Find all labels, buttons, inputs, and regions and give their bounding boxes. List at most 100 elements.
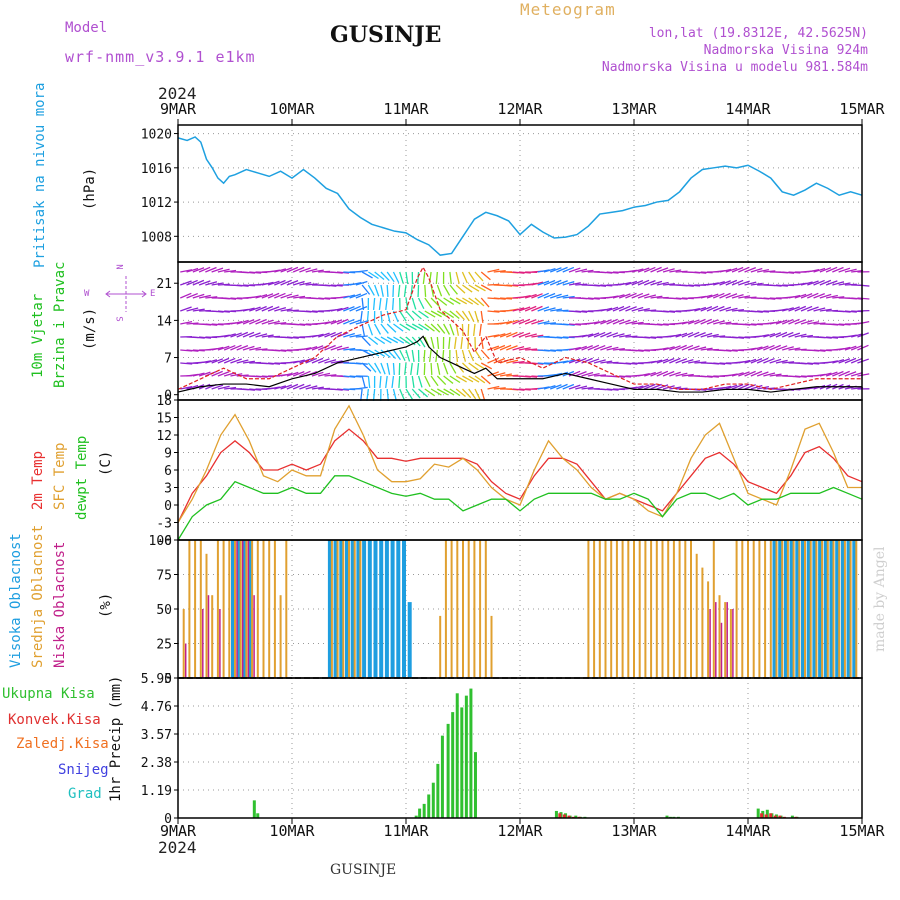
wind-barb [455,349,459,363]
wind-barb [618,319,631,325]
wind-barb [731,266,744,273]
wind-barb [417,336,426,348]
wind-barb [844,310,857,313]
wind-barb [631,385,644,390]
wind-barb [355,292,368,299]
wind-barb [543,385,556,390]
wind-barb [299,358,311,364]
cloud-mid-bar [610,540,613,678]
wind-barb [429,349,432,362]
wind-barb [788,318,800,325]
wind-barb [625,306,637,312]
x-tick-label-bottom: 11MAR [383,822,429,840]
wind-barb [286,336,299,339]
wind-barb [211,346,224,351]
cloud-high-bar [407,602,412,678]
wind-barb [372,388,376,402]
cloud-mid-bar [786,540,789,678]
wind-barb [468,362,479,371]
wind-barb [631,306,644,312]
wind-barb [581,269,594,273]
wind-barb [474,297,485,307]
wind-barb [417,375,423,388]
wind-barb [719,321,732,325]
wind-barb [480,297,490,308]
wind-barb [480,349,490,360]
wind-barb [386,284,389,298]
wind-barb [675,358,688,364]
wind-barb [606,306,619,312]
wind-barb [430,362,433,376]
wind-barb [719,362,732,365]
wind-barb [800,319,813,325]
wind-barb [324,359,337,364]
wind-barb [217,345,230,351]
wind-barb [681,358,694,364]
x-tick-label-top: 13MAR [611,100,657,118]
wind-barb [518,271,531,274]
wind-barb [186,384,199,390]
wind-barb [430,323,441,333]
precip-total-bar [414,815,418,818]
wind-barb [731,279,744,286]
wind-barb [367,362,377,373]
cloud-mid-bar [752,540,755,678]
wind-barb [669,357,681,364]
wind-barb [474,362,486,370]
wind-barb [391,297,395,311]
wind-barb [825,294,838,299]
wind-barb [242,319,255,325]
wind-barb [556,336,569,339]
wind-barb [612,318,625,325]
wind-barb [606,346,619,351]
wind-barb [449,284,458,295]
wind-barb [305,357,318,364]
wind-barb [713,320,725,325]
wind-barb [637,349,651,352]
wind-barb [286,294,299,299]
wind-barb [349,319,362,325]
wind-barb [562,359,575,364]
legend-conv: Konvek.Kisa [8,712,101,728]
x-tick-label-top: 11MAR [383,100,429,118]
footer-station: GUSINJE [330,862,397,878]
wind-barb [443,362,449,375]
wind-barb [506,284,519,287]
cloud-mid-bar [587,540,590,678]
wind-barb [293,323,306,326]
wind-barb [255,294,268,299]
wind-barb [593,319,606,325]
wind-barb [180,292,192,299]
wind-barb [788,294,801,299]
wind-barb [537,292,549,299]
wind-barb [480,388,486,401]
wind-barb [832,296,845,299]
wind-barb [688,307,701,312]
wind-barb [838,370,850,377]
y-tick-label: 3.57 [141,728,172,743]
wind-barb [581,333,594,338]
wind-barb [838,282,851,286]
wind-barb [205,266,217,273]
cloud-mid-bar [456,540,459,678]
wind-barb [349,334,362,338]
wind-barb [681,284,694,287]
wind-barb [205,296,218,299]
temp-sfc-line [177,404,862,523]
cloud-mid-bar [245,540,248,678]
precip-conv-bar [567,815,571,818]
wind-barb [851,297,864,300]
wind-barb [443,388,455,396]
wind-barb [367,284,375,296]
wind-barb [224,269,237,273]
wind-barb [650,383,662,390]
wind-barb [198,294,211,299]
cloud-mid-bar [735,540,738,678]
wind-barb [800,362,814,365]
wind-barb [706,375,719,378]
wind-barb [813,279,825,286]
wind-barb [556,383,568,390]
wind-barb [750,310,763,313]
wind-barb [186,307,199,312]
wind-barb [249,332,261,338]
